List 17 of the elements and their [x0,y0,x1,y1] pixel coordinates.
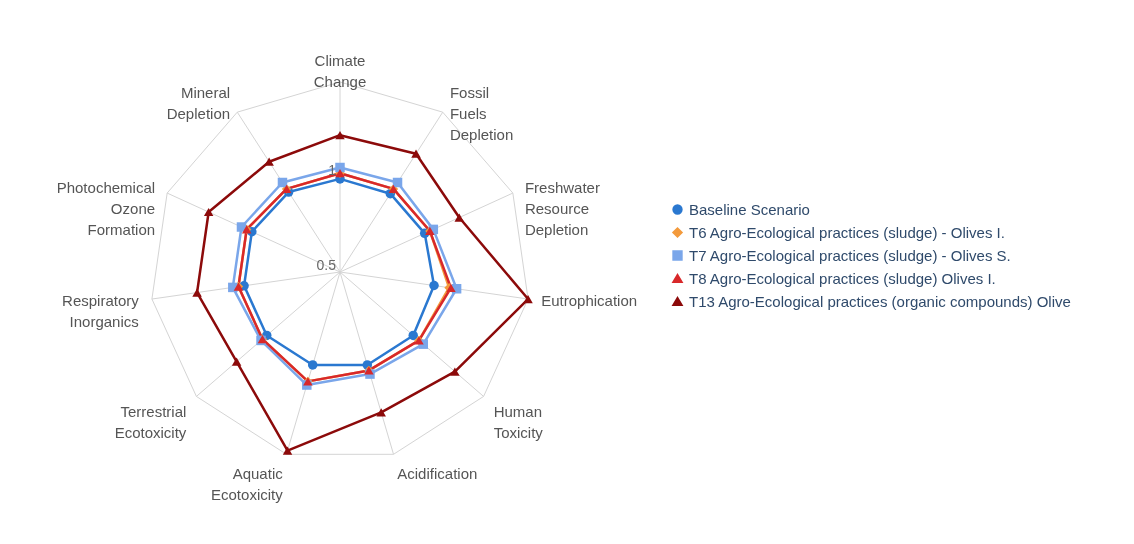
legend-label: T7 Agro-Ecological practices (sludge) - Olives S. [689,246,1011,264]
spoke-label: Photochemical Ozone Formation [56,178,156,238]
spoke-label: Human Toxicity [493,403,544,442]
spoke-label: Terrestrial Ecotoxicity [114,403,187,442]
spoke-label: Respiratory Inorganics [62,291,140,330]
spoke-label: Freshwater Resource Depletion [524,178,600,238]
spoke-label: Mineral Depletion [166,83,231,122]
spoke-label: Climate Change [313,51,367,90]
legend-label: T13 Agro-Ecological practices (organic compounds) Olive [689,292,1071,310]
legend-label: Baseline Scenario [689,200,810,218]
spoke-label: Acidification [397,465,478,483]
y-tick-label: 0.5 [316,257,337,273]
legend-label: T8 Agro-Ecological practices (sludge) Olives I. [689,269,996,287]
spoke-label: Aquatic Ecotoxicity [211,465,284,504]
spoke-label: Eutrophication [541,291,638,309]
spoke-label: Fossil Fuels Depletion [449,83,514,143]
legend-label: T6 Agro-Ecological practices (sludge) - Olives I. [689,223,1005,241]
